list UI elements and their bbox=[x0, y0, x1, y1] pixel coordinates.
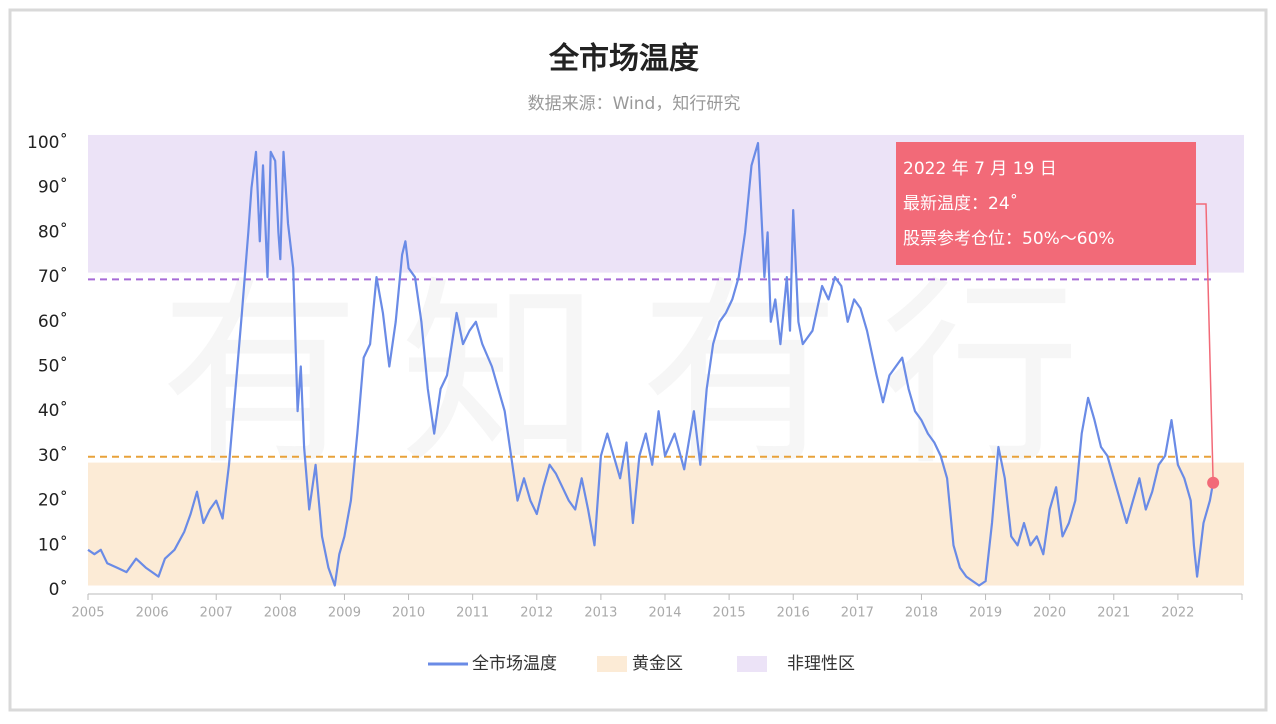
annotation-box bbox=[896, 142, 1196, 265]
x-tick-label: 2019 bbox=[969, 606, 1002, 621]
y-tick-label: 80˚ bbox=[38, 221, 68, 242]
legend-swatch bbox=[737, 656, 767, 672]
x-tick-label: 2018 bbox=[905, 606, 938, 621]
annotation-connector bbox=[1196, 203, 1214, 483]
y-tick-label: 0˚ bbox=[49, 579, 68, 600]
zone bbox=[88, 462, 1244, 586]
y-tick-label: 30˚ bbox=[38, 445, 68, 466]
x-tick-label: 2011 bbox=[456, 606, 489, 621]
y-tick-label: 70˚ bbox=[38, 266, 68, 287]
x-tick-label: 2009 bbox=[328, 606, 361, 621]
y-tick-label: 60˚ bbox=[38, 311, 68, 332]
x-tick-label: 2005 bbox=[71, 606, 104, 621]
x-tick-label: 2016 bbox=[777, 606, 810, 621]
x-tick-label: 2022 bbox=[1161, 606, 1194, 621]
y-tick-label: 40˚ bbox=[38, 400, 68, 421]
legend-label: 黄金区 bbox=[632, 654, 683, 674]
latest-point bbox=[1207, 476, 1220, 489]
x-tick-label: 2008 bbox=[264, 606, 297, 621]
x-tick-label: 2006 bbox=[136, 606, 169, 621]
x-tick-label: 2012 bbox=[520, 606, 553, 621]
x-tick-label: 2013 bbox=[584, 606, 617, 621]
frame bbox=[8, 8, 1268, 712]
y-tick-label: 90˚ bbox=[38, 177, 68, 198]
x-tick-label: 2007 bbox=[200, 606, 233, 621]
y-tick-label: 10˚ bbox=[38, 534, 68, 555]
y-tick-label: 20˚ bbox=[38, 490, 68, 511]
legend-label: 全市场温度 bbox=[472, 654, 557, 674]
temperature-line bbox=[87, 141, 1215, 587]
x-tick-label: 2020 bbox=[1033, 606, 1066, 621]
chart-subtitle: 数据来源：Wind，知行研究 bbox=[528, 94, 741, 114]
legend-swatch bbox=[597, 656, 627, 672]
annotation-text: 2022 年 7 月 19 日 bbox=[903, 159, 1057, 179]
y-tick-label: 50˚ bbox=[38, 356, 68, 377]
x-tick-label: 2015 bbox=[713, 606, 746, 621]
annotation-text: 最新温度：24˚ bbox=[903, 193, 1018, 214]
y-tick-label: 100˚ bbox=[27, 132, 68, 153]
x-tick-label: 2017 bbox=[841, 606, 874, 621]
x-tick-label: 2021 bbox=[1097, 606, 1130, 621]
x-tick-label: 2014 bbox=[648, 606, 681, 621]
annotation-text: 股票参考仓位：50%～60% bbox=[903, 229, 1115, 249]
legend-label: 非理性区 bbox=[787, 654, 855, 674]
x-tick-label: 2010 bbox=[392, 606, 425, 621]
chart-title: 全市场温度 bbox=[548, 42, 699, 77]
